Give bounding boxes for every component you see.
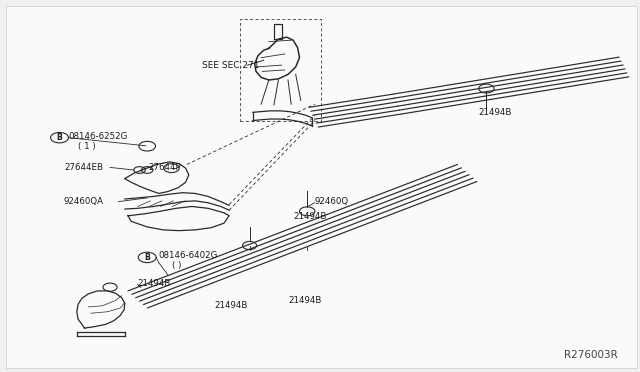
Text: B: B [57, 133, 62, 142]
Text: R276003R: R276003R [564, 350, 618, 360]
Text: ( ): ( ) [172, 261, 181, 270]
Text: 21494B: 21494B [288, 296, 321, 305]
Text: 08146-6252G: 08146-6252G [68, 132, 128, 141]
Text: 92460Q: 92460Q [315, 197, 349, 206]
Text: 27644EB: 27644EB [64, 163, 103, 172]
Text: 27644P: 27644P [148, 163, 181, 172]
Text: SEE SEC.271: SEE SEC.271 [202, 61, 259, 70]
Text: B: B [145, 253, 150, 262]
Text: 21494B: 21494B [138, 279, 171, 288]
Text: 21494B: 21494B [293, 212, 326, 221]
Text: 92460QA: 92460QA [64, 197, 104, 206]
Text: 21494B: 21494B [214, 301, 248, 310]
FancyBboxPatch shape [6, 6, 637, 368]
Text: 08146-6402G: 08146-6402G [159, 251, 218, 260]
Text: ( 1 ): ( 1 ) [78, 142, 96, 151]
Text: 21494B: 21494B [479, 108, 512, 117]
